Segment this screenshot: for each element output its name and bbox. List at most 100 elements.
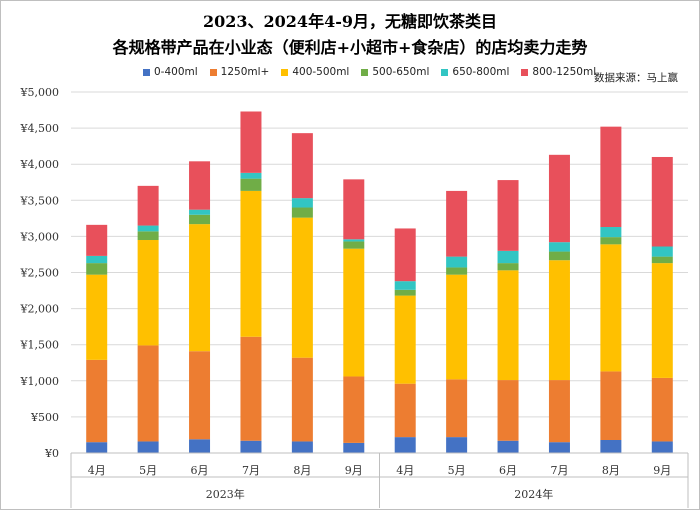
- bar-segment-0-400ml: [651, 441, 673, 453]
- bar-segment-800-1250ml: [548, 154, 570, 243]
- bar-segment-500-650ml: [86, 263, 108, 275]
- bar-segment-650-800ml: [446, 256, 468, 268]
- bar-segment-650-800ml: [240, 172, 262, 179]
- y-tick-label: ¥2,500: [20, 267, 60, 280]
- bar-segment-1250ml+: [343, 376, 365, 443]
- bar-segment-0-400ml: [86, 442, 108, 453]
- bar-segment-0-400ml: [137, 441, 159, 453]
- x-tick-label: 9月: [653, 464, 671, 477]
- bar-segment-650-800ml: [600, 227, 622, 238]
- legend-label: 1250ml+: [220, 66, 270, 78]
- bar-segment-400-500ml: [137, 240, 159, 346]
- y-tick-label: ¥0: [44, 447, 59, 460]
- legend-item-500-650ml: 500-650ml: [361, 66, 429, 78]
- bar-segment-1250ml+: [394, 383, 416, 438]
- bar-segment-0-400ml: [343, 442, 365, 453]
- x-tick-label: 4月: [88, 464, 106, 477]
- y-tick-label: ¥2,000: [20, 303, 60, 316]
- x-tick-label: 4月: [396, 464, 414, 477]
- bar-segment-650-800ml: [137, 225, 159, 232]
- bar-segment-800-1250ml: [137, 185, 159, 226]
- bar-segment-0-400ml: [189, 439, 211, 453]
- bar-segment-650-800ml: [497, 250, 519, 264]
- x-tick-label: 5月: [448, 464, 466, 477]
- bar-segment-800-1250ml: [86, 224, 108, 256]
- bar-segment-1250ml+: [548, 380, 570, 443]
- bar-segment-800-1250ml: [446, 190, 468, 257]
- bar-segment-650-800ml: [651, 246, 673, 257]
- bar-segment-400-500ml: [600, 244, 622, 372]
- bar-segment-400-500ml: [394, 295, 416, 384]
- y-tick-label: ¥500: [30, 411, 59, 424]
- bar-segment-650-800ml: [86, 255, 108, 264]
- bar-segment-400-500ml: [343, 248, 365, 377]
- legend-swatch: [441, 68, 449, 76]
- bar-segment-0-400ml: [291, 441, 313, 453]
- legend-swatch: [281, 68, 289, 76]
- bar-segment-650-800ml: [548, 242, 570, 252]
- bar-segment-1250ml+: [240, 336, 262, 441]
- bar-segment-500-650ml: [651, 256, 673, 264]
- bar-segment-1250ml+: [446, 379, 468, 438]
- x-tick-label: 8月: [602, 464, 620, 477]
- bar-segment-500-650ml: [343, 241, 365, 249]
- legend: 0-400ml 1250ml+ 400-500ml 500-650ml 650-800m…: [143, 66, 596, 78]
- bar-segment-0-400ml: [446, 437, 468, 453]
- bar-segment-1250ml+: [137, 345, 159, 442]
- x-tick-label: 5月: [139, 464, 157, 477]
- legend-swatch: [209, 68, 217, 76]
- bar-segment-650-800ml: [291, 198, 313, 208]
- y-tick-label: ¥3,000: [20, 230, 60, 243]
- bar-segment-400-500ml: [446, 274, 468, 380]
- x-tick-label: 9月: [345, 464, 363, 477]
- bar-segment-0-400ml: [600, 440, 622, 453]
- bar-segment-1250ml+: [651, 377, 673, 442]
- bar-segment-500-650ml: [137, 231, 159, 241]
- legend-label: 800-1250ml: [532, 66, 597, 78]
- bar-segment-800-1250ml: [651, 156, 673, 247]
- bar-segment-500-650ml: [600, 237, 622, 245]
- bar-segment-800-1250ml: [189, 161, 211, 210]
- bar-segment-800-1250ml: [240, 111, 262, 173]
- group-label: 2023年: [206, 487, 245, 501]
- y-tick-label: ¥1,500: [20, 339, 60, 352]
- y-tick-label: ¥1,000: [20, 375, 60, 388]
- legend-label: 400-500ml: [292, 66, 350, 78]
- bar-segment-400-500ml: [651, 263, 673, 378]
- bar-segment-650-800ml: [189, 209, 211, 215]
- y-tick-label: ¥4,500: [20, 122, 60, 135]
- x-tick-label: 6月: [499, 464, 517, 477]
- x-tick-label: 8月: [293, 464, 311, 477]
- bar-segment-0-400ml: [548, 442, 570, 453]
- bar-segment-1250ml+: [189, 351, 211, 440]
- bar-segment-800-1250ml: [291, 133, 313, 199]
- y-tick-label: ¥4,000: [20, 158, 60, 171]
- bar-segment-0-400ml: [497, 440, 519, 453]
- x-tick-label: 7月: [242, 464, 260, 477]
- chart-subtitle: 各规格带产品在小业态（便利店+小超市+食杂店）的店均卖力走势: [112, 38, 588, 57]
- bar-segment-400-500ml: [291, 217, 313, 358]
- x-tick-label: 6月: [191, 464, 209, 477]
- bar-segment-800-1250ml: [394, 228, 416, 282]
- bar-segment-500-650ml: [548, 251, 570, 261]
- legend-swatch: [361, 68, 369, 76]
- bar-segment-500-650ml: [189, 214, 211, 225]
- y-tick-label: ¥5,000: [20, 86, 60, 99]
- legend-swatch: [143, 68, 150, 76]
- bar-segment-400-500ml: [240, 190, 262, 337]
- group-label: 2024年: [514, 487, 553, 501]
- legend-item-400-500ml: 400-500ml: [281, 66, 349, 78]
- bar-segment-1250ml+: [86, 359, 108, 443]
- legend-label: 650-800ml: [452, 66, 510, 78]
- bar-segment-650-800ml: [343, 239, 365, 242]
- legend-item-650-800ml: 650-800ml: [441, 66, 509, 78]
- bar-segment-400-500ml: [189, 224, 211, 352]
- legend-item-0-400ml: 0-400ml: [143, 66, 198, 78]
- x-tick-label: 7月: [550, 464, 568, 477]
- bar-segment-500-650ml: [240, 178, 262, 191]
- bar-segment-500-650ml: [497, 263, 519, 271]
- y-tick-label: ¥3,500: [20, 194, 60, 207]
- legend-item-1250ml+: 1250ml+: [209, 66, 270, 78]
- legend-label: 500-650ml: [372, 66, 430, 78]
